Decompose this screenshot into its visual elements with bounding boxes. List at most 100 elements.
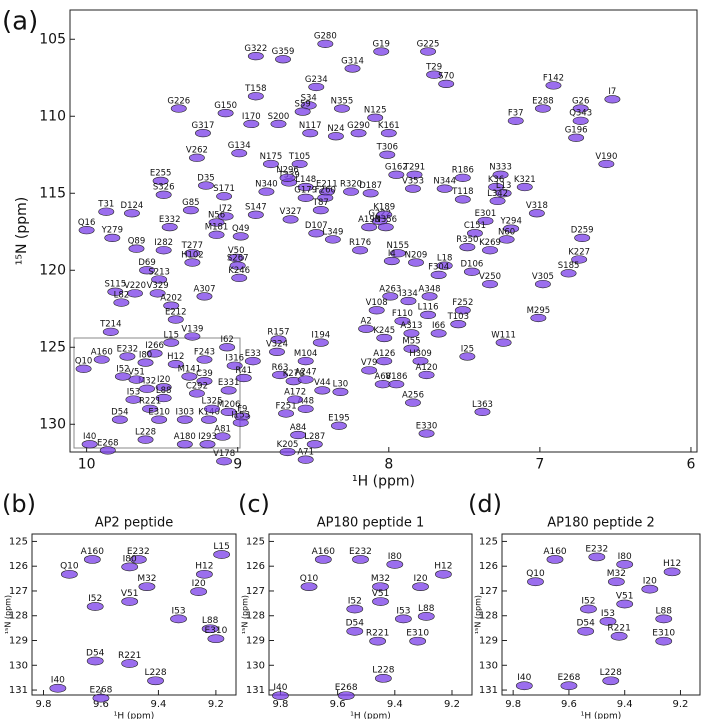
peak-label: E211 (316, 180, 338, 190)
y-tick-label: 130 (246, 660, 265, 671)
peak (217, 212, 234, 221)
peak (602, 676, 620, 686)
peak (454, 173, 471, 182)
y-tick-label: 128 (479, 611, 498, 622)
peak-label: G322 (244, 44, 267, 54)
peak-label: V50 (228, 246, 245, 256)
peak (436, 184, 453, 193)
peak (226, 361, 243, 370)
peak-label: E232 (349, 547, 372, 557)
y-tick-label: 129 (9, 636, 28, 647)
peak-label: W111 (491, 330, 516, 340)
peak (146, 349, 163, 358)
peak-label: S185 (558, 261, 580, 271)
panel-label: (a) (2, 7, 38, 37)
peak (184, 332, 201, 341)
x-tick-label: 9.6 (93, 699, 109, 710)
peak-label: V250 (479, 272, 501, 282)
peak-label: G134 (228, 141, 251, 151)
peak-label: T291 (403, 163, 425, 173)
peak (379, 150, 396, 159)
peak-label: F9 (237, 404, 247, 414)
peak-label: H309 (409, 349, 432, 359)
peak-label: I282 (154, 238, 173, 248)
peak (176, 415, 193, 424)
peak-label: E310 (148, 407, 170, 417)
peak (389, 249, 406, 258)
peak (279, 447, 296, 457)
peak (92, 693, 110, 703)
peak-label: V220 (124, 281, 146, 291)
peak (270, 119, 287, 129)
peak (137, 358, 154, 367)
peak (412, 356, 429, 366)
peak-label: M141 (178, 364, 202, 374)
peak (408, 258, 424, 267)
peak-label: N125 (364, 106, 387, 116)
peak-label: D54 (86, 648, 105, 658)
peak-label: Q10 (526, 569, 545, 579)
peak (121, 562, 139, 572)
peak-label: T31 (97, 200, 114, 210)
plot-frame (501, 533, 701, 696)
peak (568, 133, 585, 142)
y-tick-label: 125 (9, 536, 28, 547)
peak (232, 418, 249, 427)
peak-label: I40 (51, 676, 65, 686)
peak-label: V353 (402, 176, 424, 186)
peak (49, 683, 67, 693)
peak (367, 113, 384, 122)
peak-label: F142 (543, 73, 564, 83)
panel-title: AP2 peptide (95, 516, 174, 531)
peak-label: E212 (165, 307, 187, 317)
peak-label: I52 (348, 596, 362, 606)
peak (616, 560, 634, 569)
peak-label: I25 (461, 344, 474, 354)
y-tick-label: 130 (9, 660, 28, 671)
peak (216, 192, 233, 201)
peak (373, 47, 390, 56)
peak (231, 273, 248, 283)
peak (247, 210, 264, 219)
peak (138, 582, 156, 592)
peak (272, 691, 289, 701)
peak-label: R41 (235, 366, 252, 376)
peak (394, 614, 412, 624)
peak (607, 577, 625, 587)
peak-label: H12 (434, 562, 452, 572)
y-tick-label: 131 (246, 685, 265, 696)
peak-label: V305 (532, 272, 554, 282)
peak (386, 560, 404, 569)
y-tick-label: 105 (39, 31, 66, 47)
peak (99, 446, 116, 455)
peak-label: I53 (171, 606, 185, 616)
peak (199, 440, 216, 449)
peak-label: M32 (371, 574, 390, 584)
x-tick-label: 9 (233, 457, 242, 473)
peak-label: S267 (227, 253, 249, 263)
peak-label: N60 (498, 227, 515, 237)
peak (655, 614, 673, 624)
peak (297, 182, 314, 192)
peak-label: G179 (294, 186, 317, 196)
peak (376, 356, 393, 366)
peak-label: E310 (406, 629, 429, 639)
peak (78, 226, 95, 235)
peak (111, 415, 128, 424)
peak (527, 577, 544, 587)
y-tick-label: 125 (479, 536, 498, 547)
peak-label: C151 (464, 221, 486, 231)
peak-label: L228 (372, 666, 394, 676)
y-tick-label: 131 (479, 685, 498, 696)
peak-label: E195 (328, 414, 350, 424)
peak-label: I7 (608, 87, 616, 97)
peak (247, 92, 264, 101)
peak-label: R221 (607, 624, 630, 634)
peak (287, 395, 304, 404)
peak-label: I80 (139, 350, 152, 360)
peak (297, 404, 314, 413)
peak (204, 404, 220, 413)
peak (489, 196, 506, 206)
peak (235, 373, 252, 383)
peak (380, 129, 397, 138)
